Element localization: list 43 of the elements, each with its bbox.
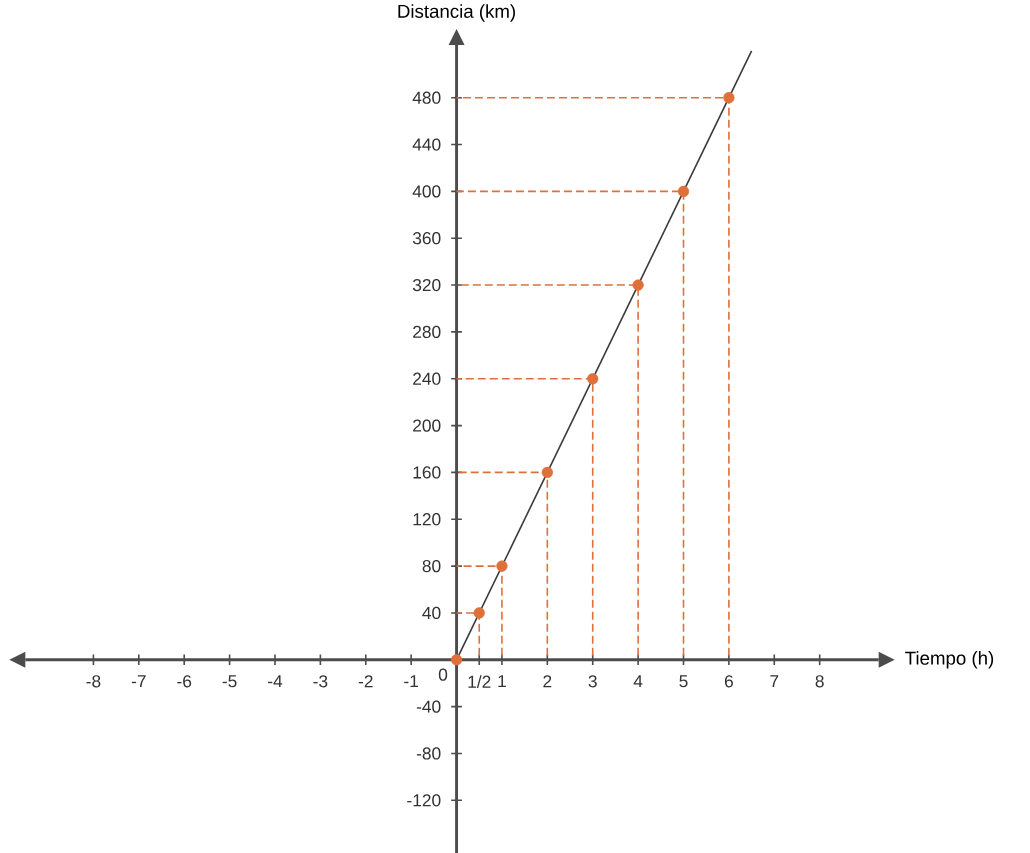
point	[587, 373, 599, 385]
x-tick-label: -6	[177, 675, 192, 688]
x-tick-label: 3	[588, 675, 597, 688]
x-tick-label: 1	[498, 675, 506, 688]
x-axis-title: Tiempo (h)	[905, 651, 994, 669]
y-axis-title: Distancia (km)	[398, 4, 515, 22]
y-tick-label: 200	[413, 419, 441, 432]
y-tick-label: 280	[413, 325, 441, 339]
annotation: 0	[438, 668, 448, 681]
x-tick-label: 1/2	[468, 675, 491, 688]
x-tick-label: -3	[313, 675, 328, 688]
x-tick-label: 6	[724, 675, 733, 688]
y-tick-label: 320	[412, 278, 441, 292]
y-tick-label: 160	[413, 466, 441, 479]
x-tick-label: 4	[633, 675, 643, 688]
x-tick-label: -5	[222, 675, 237, 688]
y-tick-label: 360	[412, 232, 441, 245]
y-tick-label: -40	[416, 700, 441, 713]
x-tick-label: -1	[404, 675, 419, 688]
y-tick-label: 480	[412, 91, 441, 104]
y-tick-label: -80	[416, 747, 441, 760]
y-tick-label: 40	[422, 606, 441, 620]
x-tick-label: -4	[268, 675, 283, 688]
x-tick-label: -2	[358, 675, 373, 688]
point	[632, 279, 644, 291]
point	[677, 185, 690, 197]
y-tick-label: -120	[407, 794, 441, 807]
y-tick-label: 80	[422, 559, 441, 573]
x-tick-label: -7	[131, 675, 146, 688]
x-tick-label: 2	[543, 675, 552, 688]
x-tick-label: 8	[815, 675, 824, 688]
x-tick-label: 7	[770, 675, 779, 688]
y-tick-label: 240	[413, 372, 441, 385]
point	[723, 92, 735, 104]
point	[473, 607, 485, 619]
x-tick-label: 5	[679, 675, 688, 688]
y-tick-label: 440	[412, 138, 441, 151]
point	[496, 560, 508, 572]
y-tick-label: 400	[412, 185, 441, 198]
point	[541, 466, 553, 479]
x-tick-label: -8	[86, 675, 101, 688]
point	[450, 654, 463, 666]
y-tick-label: 120	[413, 513, 441, 526]
